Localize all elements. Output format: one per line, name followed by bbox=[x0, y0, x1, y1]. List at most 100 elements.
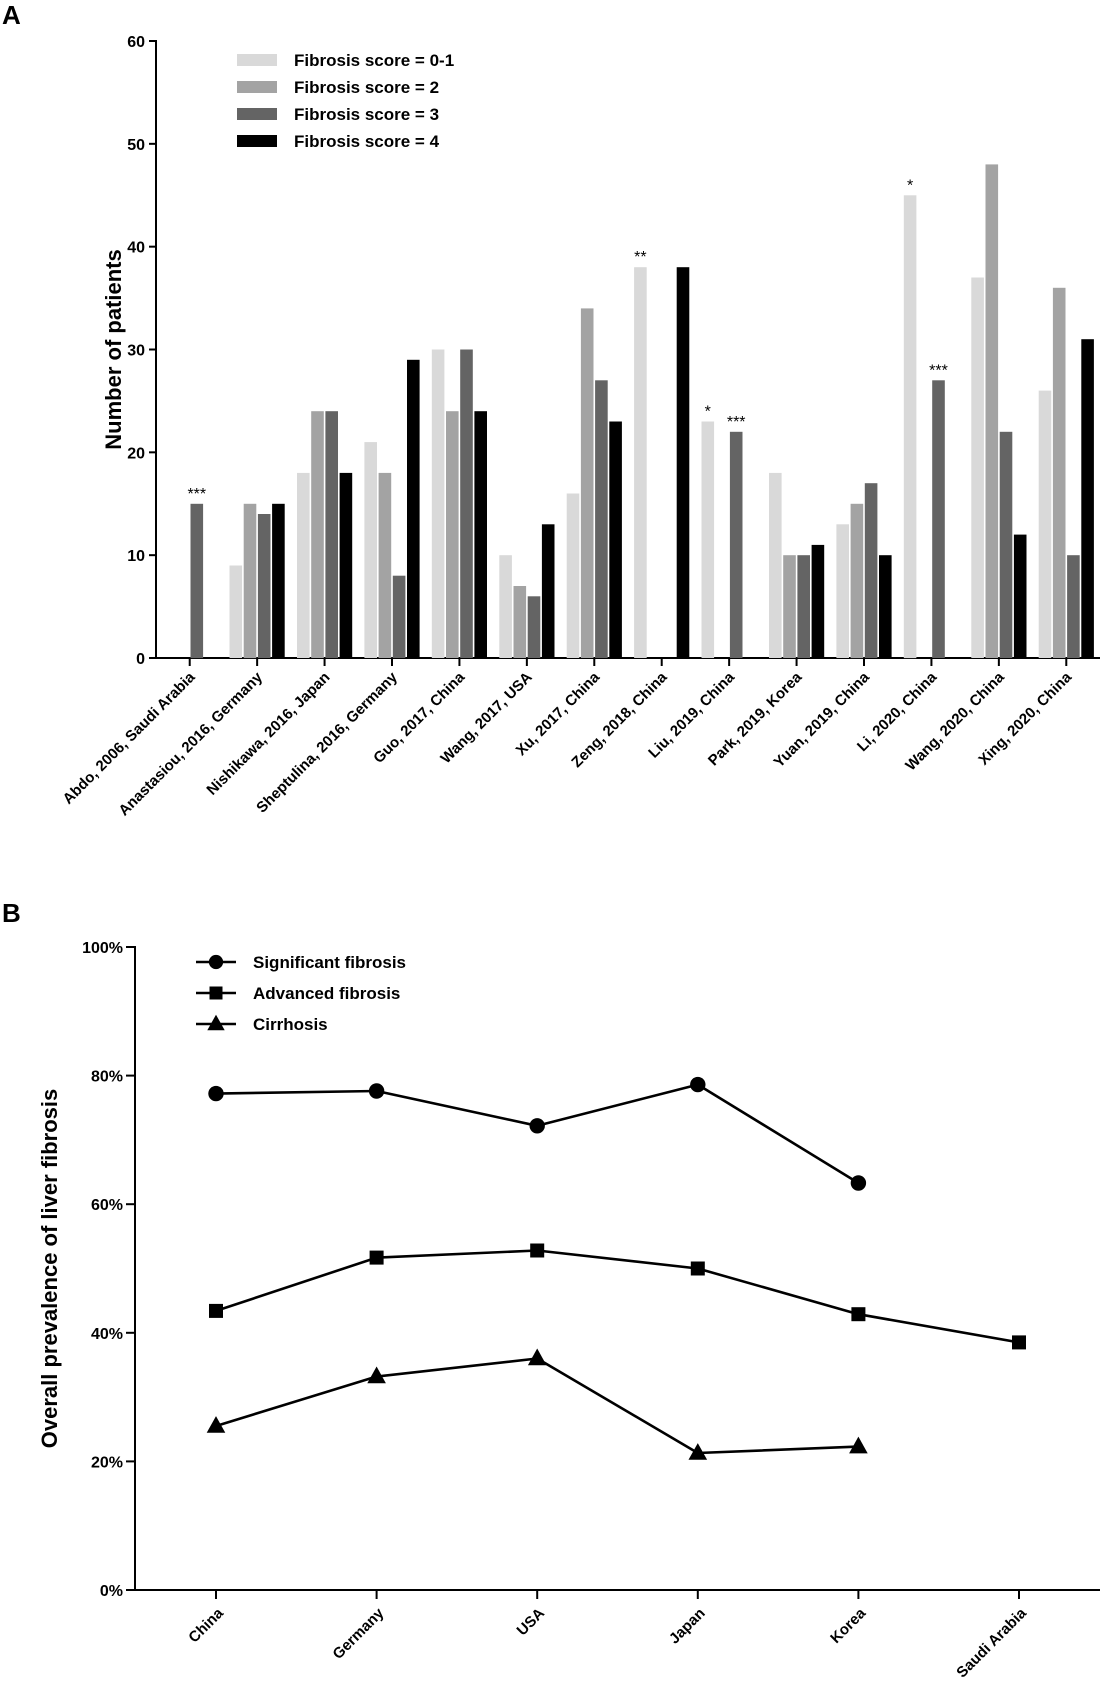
bar-fibrosis-score-2-wang-2020-china bbox=[985, 164, 999, 658]
bar-fibrosis-score-4-xing-2020-china bbox=[1081, 339, 1094, 658]
y-tick-label: 50 bbox=[127, 137, 145, 154]
bar-fibrosis-score-4-yuan-2019-china bbox=[879, 555, 892, 658]
bar-fibrosis-score-2-yuan-2019-china bbox=[850, 503, 864, 659]
point-advanced-fibrosis-saudi-arabia bbox=[1012, 1335, 1026, 1350]
bar-fibrosis-score-3-abdo-2006-saudi-arabia bbox=[190, 503, 204, 659]
legend-marker-cirrhosis bbox=[207, 1014, 225, 1031]
y-tick-label: 0 bbox=[136, 651, 145, 668]
bar-fibrosis-score-0-1-xing-2020-china bbox=[1038, 390, 1052, 658]
bar-fibrosis-score-2-wang-2017-usa bbox=[513, 586, 527, 658]
legend-label: Significant fibrosis bbox=[253, 953, 406, 972]
x-category-label: Korea bbox=[827, 1604, 870, 1647]
y-tick-label: 40% bbox=[91, 1326, 123, 1343]
bar-fibrosis-score-4-sheptulina-2016-germany bbox=[407, 359, 420, 658]
legend-label: Fibrosis score = 3 bbox=[294, 105, 439, 124]
bar-fibrosis-score-4-xu-2017-china bbox=[609, 421, 622, 658]
bar-fibrosis-score-4-wang-2020-china bbox=[1013, 534, 1027, 658]
bar-fibrosis-score-0-1-anastasiou-2016-germany bbox=[229, 565, 243, 658]
bar-fibrosis-score-3-liu-2019-china bbox=[729, 431, 743, 658]
point-cirrhosis-china bbox=[206, 1416, 226, 1433]
x-category-label: China bbox=[185, 1604, 227, 1646]
bar-fibrosis-score-3-sheptulina-2016-germany bbox=[392, 575, 406, 658]
y-tick-label: 60% bbox=[91, 1197, 123, 1214]
y-axis-title: Overall prevalence of liver fibrosis bbox=[37, 1089, 62, 1449]
y-tick-label: 0% bbox=[100, 1583, 123, 1600]
x-category-label: USA bbox=[514, 1605, 549, 1640]
point-cirrhosis-usa bbox=[527, 1348, 547, 1366]
point-cirrhosis-korea bbox=[849, 1436, 868, 1454]
line-chart-prevalence-by-country: 0% 20% 40% 60% 80% 100% Overall prevalence of … bbox=[37, 940, 1100, 1681]
y-tick-label: 40 bbox=[127, 240, 145, 257]
bar-fibrosis-score-4-nishikawa-2016-japan bbox=[339, 472, 353, 658]
x-category-label: Saudi Arabia bbox=[953, 1604, 1030, 1681]
legend-marker-advanced-fibrosis bbox=[209, 986, 223, 1000]
point-significant-fibrosis-germany bbox=[368, 1083, 385, 1099]
significance-marker: *** bbox=[727, 414, 746, 431]
significance-marker: *** bbox=[929, 362, 948, 379]
bar-fibrosis-score-0-1-xu-2017-china bbox=[566, 493, 580, 658]
bar-fibrosis-score-0-1-liu-2019-china bbox=[701, 421, 715, 658]
bar-fibrosis-score-4-wang-2017-usa bbox=[541, 524, 555, 658]
legend-label: Fibrosis score = 2 bbox=[294, 78, 439, 97]
significance-marker: ** bbox=[634, 249, 646, 266]
legend-swatch-fibrosis-score-2 bbox=[237, 81, 277, 93]
point-significant-fibrosis-china bbox=[208, 1085, 224, 1102]
bar-fibrosis-score-2-sheptulina-2016-germany bbox=[378, 472, 392, 658]
bar-fibrosis-score-2-nishikawa-2016-japan bbox=[311, 411, 324, 658]
bar-fibrosis-score-3-li-2020-china bbox=[932, 380, 945, 658]
x-category-label: Sheptulina, 2016, Germany bbox=[253, 668, 401, 816]
bar-fibrosis-score-2-guo-2017-china bbox=[446, 411, 459, 658]
bar-chart-fibrosis-scores: 0 10 20 30 40 50 60 Number of patients Abdo, 200… bbox=[60, 34, 1100, 819]
bar-fibrosis-score-0-1-wang-2017-usa bbox=[499, 555, 512, 658]
line-cirrhosis bbox=[215, 1357, 859, 1455]
bar-fibrosis-score-3-nishikawa-2016-japan bbox=[325, 411, 338, 658]
x-category-label: Abdo, 2006, Saudi Arabia bbox=[60, 668, 199, 807]
bar-fibrosis-score-3-guo-2017-china bbox=[460, 349, 473, 658]
y-tick-label: 80% bbox=[91, 1069, 123, 1086]
point-advanced-fibrosis-usa bbox=[530, 1243, 545, 1258]
point-advanced-fibrosis-korea bbox=[851, 1307, 866, 1322]
bar-fibrosis-score-3-wang-2017-usa bbox=[527, 596, 541, 658]
point-significant-fibrosis-korea bbox=[850, 1175, 867, 1191]
bar-fibrosis-score-0-1-li-2020-china bbox=[903, 195, 917, 659]
bar-fibrosis-score-2-anastasiou-2016-germany bbox=[243, 503, 257, 659]
line-advanced-fibrosis bbox=[215, 1249, 1020, 1344]
y-tick-label: 100% bbox=[82, 940, 123, 957]
bar-fibrosis-score-2-xing-2020-china bbox=[1052, 287, 1066, 658]
significance-marker: * bbox=[907, 177, 913, 194]
legend-label: Advanced fibrosis bbox=[253, 984, 400, 1003]
bar-fibrosis-score-3-xing-2020-china bbox=[1067, 555, 1080, 658]
panel-a-letter: A bbox=[2, 0, 21, 30]
point-cirrhosis-germany bbox=[367, 1366, 386, 1384]
y-tick-label: 10 bbox=[127, 548, 145, 565]
y-tick-label: 30 bbox=[127, 343, 145, 360]
legend-swatch-fibrosis-score-4 bbox=[237, 135, 277, 147]
legend-marker-significant-fibrosis bbox=[208, 954, 224, 970]
y-tick-label: 20% bbox=[91, 1454, 123, 1471]
bar-fibrosis-score-3-xu-2017-china bbox=[595, 380, 608, 658]
legend-label: Fibrosis score = 4 bbox=[294, 132, 440, 151]
legend-label: Cirrhosis bbox=[253, 1015, 328, 1034]
bar-fibrosis-score-2-xu-2017-china bbox=[580, 308, 594, 658]
point-significant-fibrosis-japan bbox=[690, 1076, 706, 1093]
x-category-label: Nishikawa, 2016, Japan bbox=[203, 669, 333, 799]
legend-swatch-fibrosis-score-3 bbox=[237, 108, 277, 120]
y-tick-label: 20 bbox=[127, 445, 145, 462]
point-advanced-fibrosis-china bbox=[209, 1303, 223, 1318]
significance-marker: * bbox=[705, 404, 711, 421]
bar-fibrosis-score-3-wang-2020-china bbox=[999, 431, 1013, 658]
x-category-label: Japan bbox=[666, 1605, 709, 1648]
legend-swatch-fibrosis-score-0-1 bbox=[237, 54, 277, 66]
point-advanced-fibrosis-germany bbox=[369, 1250, 384, 1265]
panel-b-letter: B bbox=[2, 898, 21, 928]
line-significant-fibrosis bbox=[215, 1083, 860, 1185]
significance-marker: *** bbox=[187, 486, 206, 503]
y-tick-label: 60 bbox=[127, 34, 145, 51]
point-cirrhosis-japan bbox=[688, 1443, 708, 1460]
bar-fibrosis-score-0-1-yuan-2019-china bbox=[836, 524, 849, 658]
x-category-label: Anastasiou, 2016, Germany bbox=[115, 668, 266, 819]
point-advanced-fibrosis-japan bbox=[690, 1261, 705, 1276]
bar-fibrosis-score-2-park-2019-korea bbox=[783, 555, 796, 658]
bar-fibrosis-score-3-yuan-2019-china bbox=[864, 483, 878, 658]
